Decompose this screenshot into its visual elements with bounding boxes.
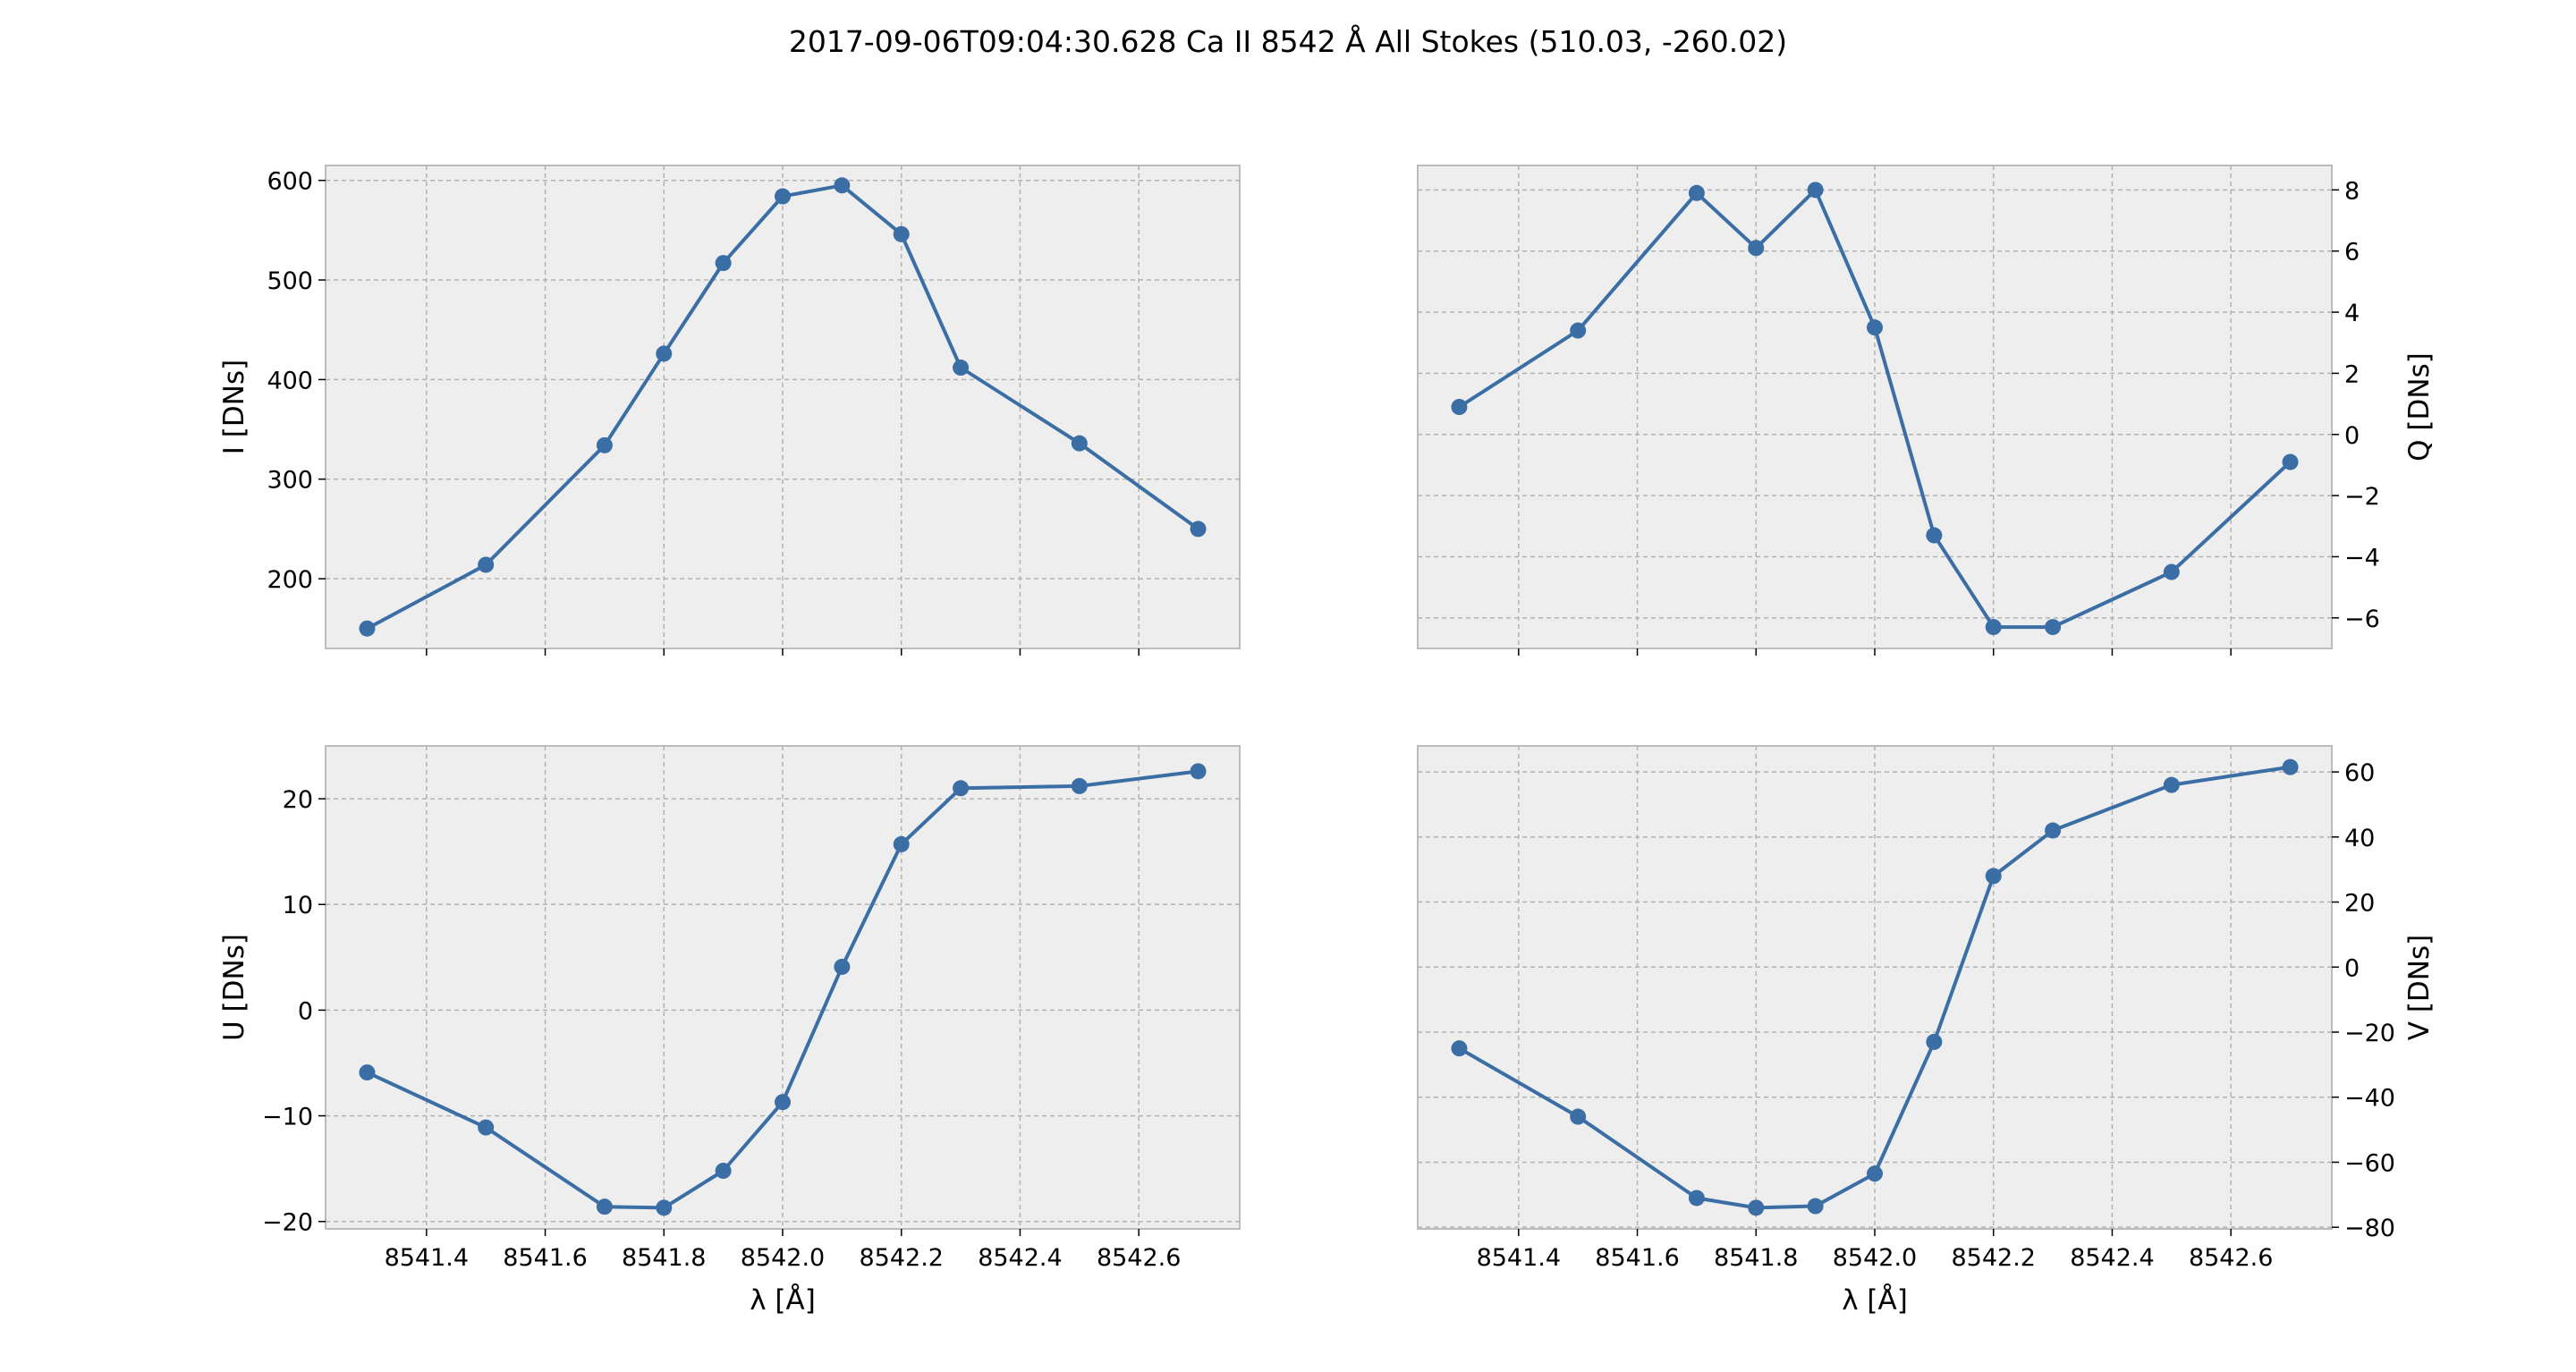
stokes-u-data-point <box>953 780 970 797</box>
stokes-u-x-tick-label: 8542.6 <box>1097 1244 1181 1272</box>
stokes-v-data-point <box>1807 1198 1824 1215</box>
stokes-v-data-point <box>1451 1040 1468 1057</box>
stokes-i-panel: 200 300 400 500 600 I [DNs] <box>218 165 1241 656</box>
stokes-i-y-tick-label: 200 <box>267 566 313 594</box>
stokes-q-y-axis-label: Q [DNs] <box>2403 352 2436 462</box>
stokes-v-x-tick-label: 8542.4 <box>2070 1244 2154 1272</box>
stokes-i-y-tick-label: 500 <box>267 267 313 295</box>
stokes-i-y-axis-label: I [DNs] <box>218 360 250 454</box>
stokes-q-data-point <box>2045 619 2062 636</box>
stokes-v-y-tick-label: −80 <box>2344 1215 2395 1242</box>
stokes-u-data-point <box>478 1119 495 1136</box>
stokes-q-y-tick-label: 2 <box>2344 360 2360 388</box>
stokes-q-data-point <box>1867 319 1883 336</box>
stokes-i-data-point <box>953 360 970 377</box>
stokes-q-y-tick-label: 0 <box>2344 422 2360 450</box>
stokes-u-y-tick-label: 20 <box>283 786 313 814</box>
stokes-v-y-tick-label: 40 <box>2344 825 2375 852</box>
stokes-q-data-point <box>2282 453 2299 470</box>
stokes-u-x-tick-label: 8541.8 <box>622 1244 706 1272</box>
stokes-u-data-point <box>656 1199 673 1216</box>
stokes-u-data-point <box>596 1198 613 1215</box>
stokes-v-x-tick-label: 8541.8 <box>1714 1244 1798 1272</box>
stokes-i-data-point <box>1190 521 1207 538</box>
stokes-v-x-tick-label: 8541.4 <box>1477 1244 1561 1272</box>
stokes-q-y-tick-label: 4 <box>2344 300 2360 327</box>
stokes-q-y-tick-label: −4 <box>2344 544 2380 572</box>
stokes-u-data-point <box>715 1163 732 1180</box>
stokes-u-data-point <box>1190 763 1207 780</box>
stokes-u-data-point <box>893 835 910 852</box>
stokes-v-data-point <box>1688 1190 1705 1207</box>
stokes-u-y-axis-label: U [DNs] <box>218 934 250 1041</box>
stokes-q-y-tick-label: 6 <box>2344 239 2360 267</box>
stokes-i-data-point <box>834 177 851 194</box>
stokes-u-data-point <box>834 958 851 975</box>
stokes-i-data-point <box>478 556 495 573</box>
stokes-v-data-point <box>2282 758 2299 775</box>
stokes-q-panel: −6 −4 −2 0 2 4 6 8 Q [DNs] <box>1417 165 2436 656</box>
stokes-v-x-tick-label: 8542.0 <box>1833 1244 1917 1272</box>
stokes-v-y-tick-label: 60 <box>2344 759 2375 787</box>
stokes-i-y-tick-label: 600 <box>267 168 313 196</box>
stokes-v-panel: 8541.4 8541.6 8541.8 8542.0 8542.2 8542.4 8542… <box>1417 745 2436 1317</box>
stokes-v-y-axis-label: V [DNs] <box>2403 935 2436 1040</box>
stokes-u-x-tick-label: 8541.4 <box>385 1244 469 1272</box>
stokes-i-y-tick-label: 400 <box>267 367 313 394</box>
stokes-q-data-point <box>1807 182 1824 199</box>
stokes-u-y-tick-label: −10 <box>262 1104 313 1131</box>
stokes-u-x-axis-label: λ [Å] <box>750 1284 816 1317</box>
stokes-i-data-point <box>715 255 732 272</box>
stokes-v-data-point <box>1926 1033 1943 1050</box>
stokes-i-data-point <box>775 188 791 205</box>
stokes-u-panel: 8541.4 8541.6 8541.8 8542.0 8542.2 8542.4 8542… <box>218 745 1241 1317</box>
stokes-q-data-point <box>2163 563 2180 580</box>
stokes-i-data-point <box>596 436 613 453</box>
stokes-v-y-tick-label: −60 <box>2344 1149 2395 1177</box>
stokes-u-data-point <box>359 1064 376 1081</box>
stokes-u-y-tick-label: 0 <box>298 997 313 1025</box>
stokes-q-data-point <box>1985 619 2002 636</box>
stokes-v-data-point <box>1985 868 2002 885</box>
stokes-v-data-point <box>2045 822 2062 839</box>
stokes-q-data-point <box>1451 399 1468 415</box>
stokes-v-y-tick-label: −20 <box>2344 1020 2395 1047</box>
stokes-i-data-point <box>656 345 673 362</box>
stokes-u-y-tick-label: −20 <box>262 1209 313 1237</box>
stokes-i-y-tick-label: 300 <box>267 467 313 495</box>
figure-title: 2017-09-06T09:04:30.628 Ca II 8542 Å All… <box>789 23 1787 59</box>
stokes-u-x-tick-label: 8541.6 <box>503 1244 587 1272</box>
stokes-u-data-point <box>775 1094 791 1111</box>
stokes-v-data-point <box>1748 1199 1765 1216</box>
stokes-q-y-tick-label: −6 <box>2344 606 2380 633</box>
stokes-v-x-tick-label: 8542.2 <box>1951 1244 2035 1272</box>
stokes-v-x-axis-label: λ [Å] <box>1842 1284 1908 1317</box>
stokes-v-y-tick-label: 0 <box>2344 954 2360 982</box>
stokes-i-data-point <box>1071 435 1088 452</box>
stokes-i-data-point <box>893 225 910 242</box>
stokes-v-y-tick-label: 20 <box>2344 890 2375 918</box>
stokes-v-y-tick-label: −40 <box>2344 1085 2395 1113</box>
stokes-q-y-tick-label: −2 <box>2344 483 2380 511</box>
stokes-u-x-tick-label: 8542.0 <box>741 1244 825 1272</box>
stokes-u-x-tick-label: 8542.4 <box>978 1244 1062 1272</box>
stokes-u-x-tick-label: 8542.2 <box>859 1244 943 1272</box>
stokes-u-data-point <box>1071 777 1088 794</box>
stokes-v-data-point <box>1867 1165 1883 1182</box>
stokes-q-data-point <box>1748 240 1765 257</box>
stokes-v-data-point <box>2163 776 2180 793</box>
stokes-q-data-point <box>1570 322 1587 339</box>
stokes-q-data-point <box>1926 527 1943 544</box>
stokes-i-data-point <box>359 620 376 637</box>
stokes-v-x-tick-label: 8541.6 <box>1595 1244 1679 1272</box>
stokes-v-data-point <box>1570 1108 1587 1125</box>
stokes-v-x-tick-label: 8542.6 <box>2189 1244 2273 1272</box>
stokes-q-y-tick-label: 8 <box>2344 177 2360 205</box>
stokes-q-data-point <box>1688 184 1705 201</box>
stokes-u-y-tick-label: 10 <box>283 892 313 919</box>
